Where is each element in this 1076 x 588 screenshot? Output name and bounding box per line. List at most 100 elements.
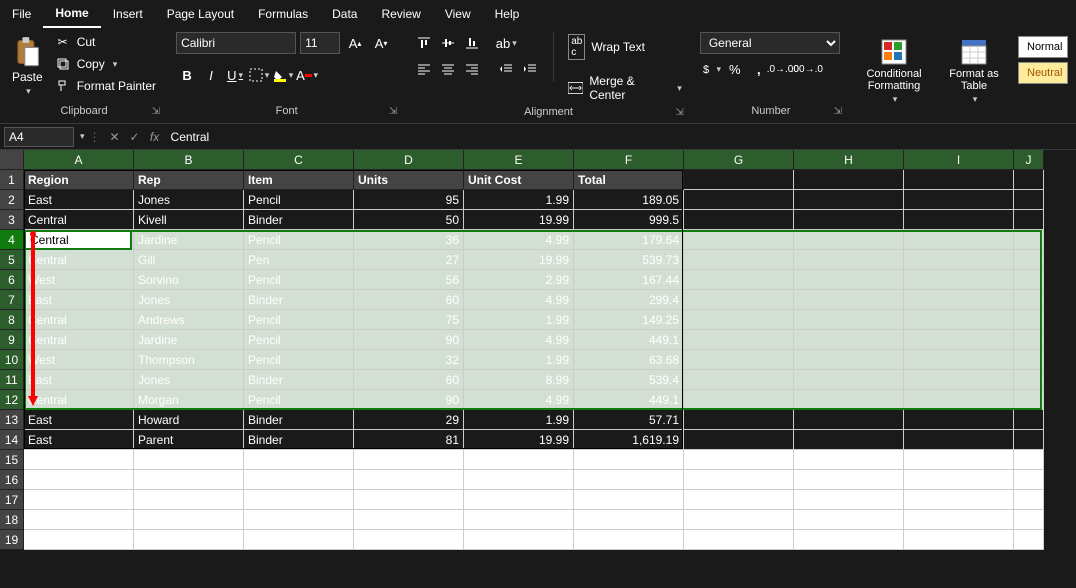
cell[interactable] xyxy=(134,490,244,510)
cell[interactable] xyxy=(1014,450,1044,470)
cell[interactable] xyxy=(684,510,794,530)
number-format-select[interactable]: General xyxy=(700,32,840,54)
cell[interactable] xyxy=(904,350,1014,370)
row-header-15[interactable]: 15 xyxy=(0,450,24,470)
dec壹-decimal-button[interactable]: .00→.0 xyxy=(796,58,818,80)
row-header-9[interactable]: 9 xyxy=(0,330,24,350)
cell[interactable]: Pencil xyxy=(244,230,354,250)
cell[interactable]: Jardine xyxy=(134,330,244,350)
cell[interactable] xyxy=(794,170,904,190)
cell[interactable]: 179.64 xyxy=(574,230,684,250)
align-middle-button[interactable] xyxy=(437,32,459,54)
underline-button[interactable]: U▾ xyxy=(224,64,246,86)
cell[interactable] xyxy=(794,350,904,370)
cell[interactable]: Thompson xyxy=(134,350,244,370)
accounting-format-button[interactable]: $▾ xyxy=(700,58,722,80)
cell[interactable]: Parent xyxy=(134,430,244,450)
cell[interactable] xyxy=(24,530,134,550)
cell[interactable]: Region xyxy=(24,170,134,190)
cell[interactable] xyxy=(1014,230,1044,250)
cell[interactable] xyxy=(794,450,904,470)
cell[interactable]: Central xyxy=(24,330,134,350)
cell[interactable] xyxy=(244,510,354,530)
cell[interactable]: Binder xyxy=(244,290,354,310)
cell[interactable] xyxy=(134,530,244,550)
cell[interactable] xyxy=(464,530,574,550)
cell[interactable]: 4.99 xyxy=(464,230,574,250)
cell[interactable]: 75 xyxy=(354,310,464,330)
cell[interactable]: East xyxy=(24,370,134,390)
cell[interactable] xyxy=(354,450,464,470)
cell[interactable] xyxy=(1014,330,1044,350)
col-header-E[interactable]: E xyxy=(464,150,574,170)
number-launcher[interactable]: ⇲ xyxy=(834,106,842,117)
cut-button[interactable]: ✂Cut xyxy=(51,32,160,52)
cell[interactable] xyxy=(684,170,794,190)
row-header-5[interactable]: 5 xyxy=(0,250,24,270)
cell[interactable]: Central xyxy=(24,390,134,410)
cell[interactable]: Units xyxy=(354,170,464,190)
cell[interactable] xyxy=(794,510,904,530)
cell[interactable] xyxy=(24,510,134,530)
cell[interactable] xyxy=(794,330,904,350)
cell[interactable]: Binder xyxy=(244,430,354,450)
menu-home[interactable]: Home xyxy=(43,0,100,28)
cell[interactable] xyxy=(794,290,904,310)
cell[interactable] xyxy=(794,310,904,330)
cell[interactable] xyxy=(1014,250,1044,270)
cell[interactable] xyxy=(794,390,904,410)
cell[interactable] xyxy=(1014,350,1044,370)
cell[interactable] xyxy=(684,430,794,450)
cell[interactable]: 167.44 xyxy=(574,270,684,290)
cell[interactable]: Howard xyxy=(134,410,244,430)
cell[interactable]: Rep xyxy=(134,170,244,190)
cell[interactable] xyxy=(1014,510,1044,530)
cell[interactable] xyxy=(134,470,244,490)
cell[interactable]: 4.99 xyxy=(464,290,574,310)
cell[interactable] xyxy=(684,310,794,330)
align-top-button[interactable] xyxy=(413,32,435,54)
cell[interactable]: Central xyxy=(24,310,134,330)
menu-view[interactable]: View xyxy=(433,1,483,27)
cell[interactable] xyxy=(1014,390,1044,410)
cell[interactable] xyxy=(684,270,794,290)
cell[interactable] xyxy=(904,190,1014,210)
cell[interactable]: 8.99 xyxy=(464,370,574,390)
cell[interactable]: Gill xyxy=(134,250,244,270)
cell[interactable] xyxy=(1014,530,1044,550)
cell[interactable]: Sorvino xyxy=(134,270,244,290)
font-color-button[interactable]: A▾ xyxy=(296,64,318,86)
copy-button[interactable]: Copy▾ xyxy=(51,54,160,74)
align-right-button[interactable] xyxy=(461,58,483,80)
row-header-1[interactable]: 1 xyxy=(0,170,24,190)
col-header-G[interactable]: G xyxy=(684,150,794,170)
cell[interactable]: Unit Cost xyxy=(464,170,574,190)
cell[interactable]: 81 xyxy=(354,430,464,450)
cell[interactable] xyxy=(1014,470,1044,490)
cell[interactable]: 999.5 xyxy=(574,210,684,230)
cell[interactable] xyxy=(904,330,1014,350)
col-header-C[interactable]: C xyxy=(244,150,354,170)
cell[interactable]: Central xyxy=(24,230,134,250)
cell[interactable]: Total xyxy=(574,170,684,190)
cell[interactable] xyxy=(244,490,354,510)
cell[interactable] xyxy=(904,410,1014,430)
row-header-18[interactable]: 18 xyxy=(0,510,24,530)
cell[interactable] xyxy=(904,390,1014,410)
cell[interactable] xyxy=(684,470,794,490)
align-center-button[interactable] xyxy=(437,58,459,80)
row-header-11[interactable]: 11 xyxy=(0,370,24,390)
cell[interactable] xyxy=(904,510,1014,530)
col-header-D[interactable]: D xyxy=(354,150,464,170)
col-header-I[interactable]: I xyxy=(904,150,1014,170)
cell[interactable]: 539.4 xyxy=(574,370,684,390)
cell[interactable]: 149.25 xyxy=(574,310,684,330)
cell[interactable]: 1.99 xyxy=(464,350,574,370)
cell[interactable] xyxy=(134,450,244,470)
cell[interactable] xyxy=(904,470,1014,490)
font-size-input[interactable] xyxy=(300,32,340,54)
cell[interactable]: 19.99 xyxy=(464,210,574,230)
cell[interactable]: 1,619.19 xyxy=(574,430,684,450)
cell[interactable] xyxy=(1014,430,1044,450)
cell[interactable]: 32 xyxy=(354,350,464,370)
